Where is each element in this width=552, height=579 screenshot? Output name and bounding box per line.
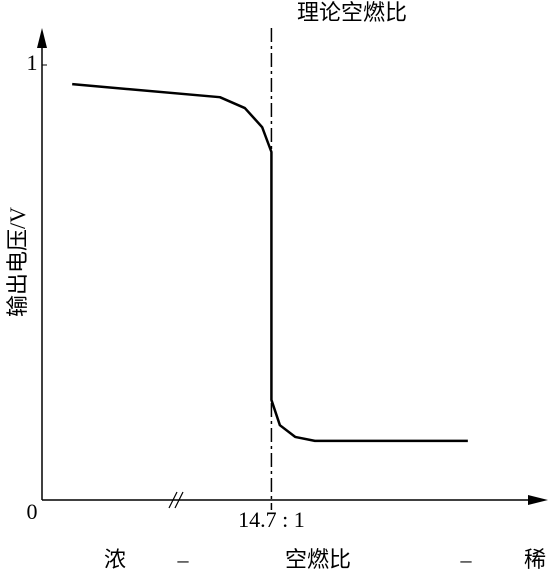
y-tick-label: 0 — [27, 499, 38, 524]
annotation: 理论空燃比 — [297, 0, 407, 25]
y-tick-label: 1 — [27, 50, 38, 75]
x-axis-label: 空燃比 — [285, 547, 351, 572]
x-axis-label: – — [177, 547, 190, 572]
x-axis-arrow — [528, 495, 548, 505]
y-axis-arrow — [37, 28, 47, 48]
axis-break — [168, 491, 184, 509]
data-line — [72, 82, 468, 443]
x-tick-label: 14.7 : 1 — [238, 507, 305, 532]
y-axis-label: 输出电压/V — [5, 207, 30, 317]
x-axis-label: 浓 — [104, 547, 126, 572]
x-axis-label: 稀 — [524, 547, 546, 572]
x-axis-label: – — [460, 547, 473, 572]
